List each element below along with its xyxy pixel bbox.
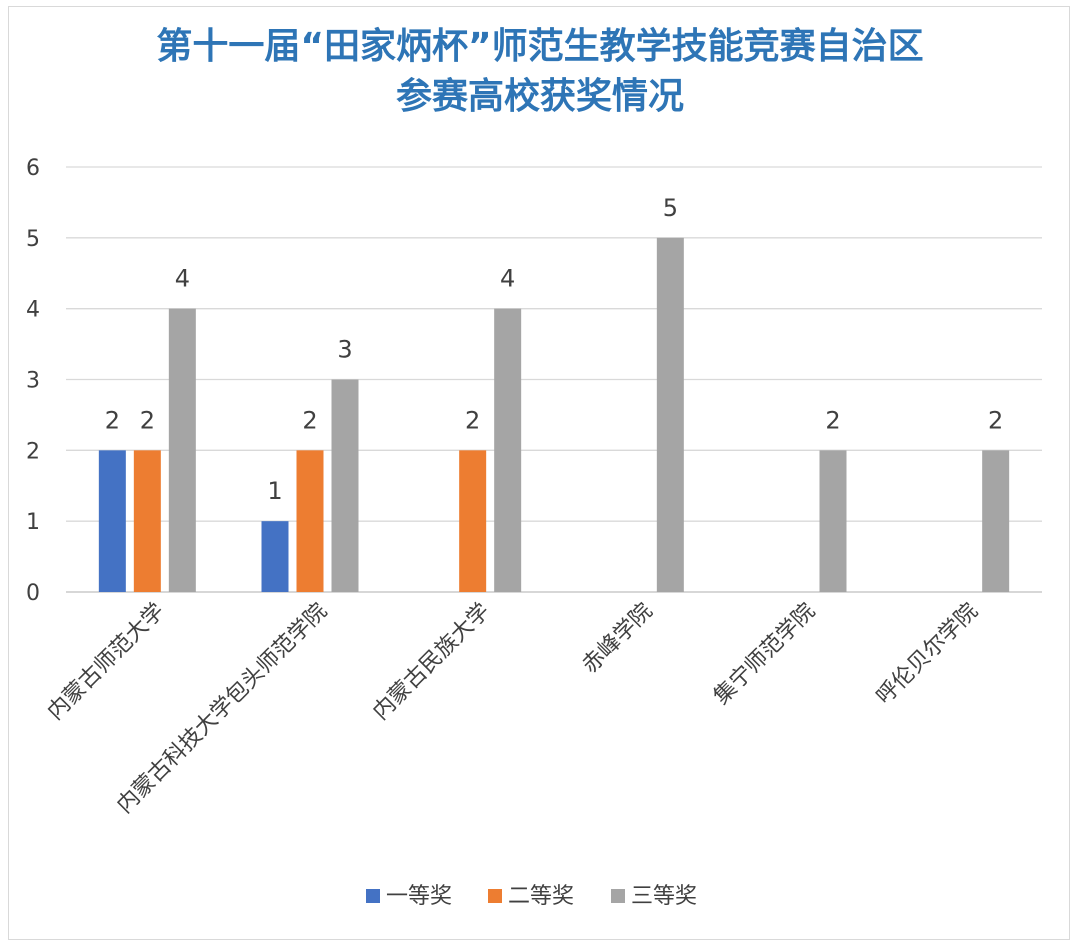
y-tick-label: 1 <box>26 510 40 535</box>
chart-title-line-1: 第十一届“田家炳杯”师范生教学技能竞赛自治区 <box>156 26 924 67</box>
legend-label: 三等奖 <box>631 884 697 909</box>
bar <box>494 308 522 592</box>
data-label: 2 <box>465 406 480 434</box>
bar <box>133 450 161 592</box>
legend: 一等奖 二等奖 三等奖 <box>366 884 697 909</box>
legend-label: 一等奖 <box>386 884 452 909</box>
y-tick-label: 6 <box>26 156 40 181</box>
legend-item: 一等奖 <box>366 884 452 909</box>
bar <box>656 237 684 593</box>
legend-swatch <box>611 889 625 903</box>
y-axis-ticks: 0 1 2 3 4 5 6 <box>26 156 40 606</box>
category-label: 集宁师范学院 <box>709 599 820 710</box>
y-tick-label: 3 <box>26 369 40 394</box>
legend-swatch <box>488 889 502 903</box>
bar <box>459 450 487 592</box>
legend-item: 二等奖 <box>488 884 574 909</box>
data-label: 5 <box>663 194 678 222</box>
data-label: 2 <box>988 406 1003 434</box>
category-label: 赤峰学院 <box>578 599 658 679</box>
bar <box>819 450 847 592</box>
y-tick-label: 4 <box>26 298 40 323</box>
legend-item: 三等奖 <box>611 884 697 909</box>
data-label: 2 <box>302 406 317 434</box>
bars <box>98 237 1010 593</box>
data-label: 2 <box>140 406 155 434</box>
legend-label: 二等奖 <box>508 884 574 909</box>
bar <box>261 521 289 592</box>
chart-title-line-2: 参赛高校获奖情况 <box>395 76 684 117</box>
data-label: 2 <box>825 406 840 434</box>
y-tick-label: 0 <box>26 581 40 606</box>
bar <box>296 450 324 592</box>
category-label: 内蒙古师范大学 <box>43 599 170 726</box>
chart-title: 第十一届“田家炳杯”师范生教学技能竞赛自治区 参赛高校获奖情况 <box>0 22 1080 122</box>
y-tick-label: 2 <box>26 439 40 464</box>
data-label: 2 <box>105 406 120 434</box>
category-label: 呼伦贝尔学院 <box>872 599 983 710</box>
legend-swatch <box>366 889 380 903</box>
gridlines <box>66 166 1042 593</box>
category-label: 内蒙古民族大学 <box>368 599 495 726</box>
data-label: 1 <box>267 477 282 505</box>
data-label: 3 <box>337 336 352 364</box>
y-tick-label: 5 <box>26 227 40 252</box>
bar <box>331 379 359 592</box>
bar <box>168 308 196 592</box>
data-label: 4 <box>175 265 190 293</box>
bar <box>98 450 126 592</box>
data-label: 4 <box>500 265 515 293</box>
bar <box>982 450 1010 592</box>
